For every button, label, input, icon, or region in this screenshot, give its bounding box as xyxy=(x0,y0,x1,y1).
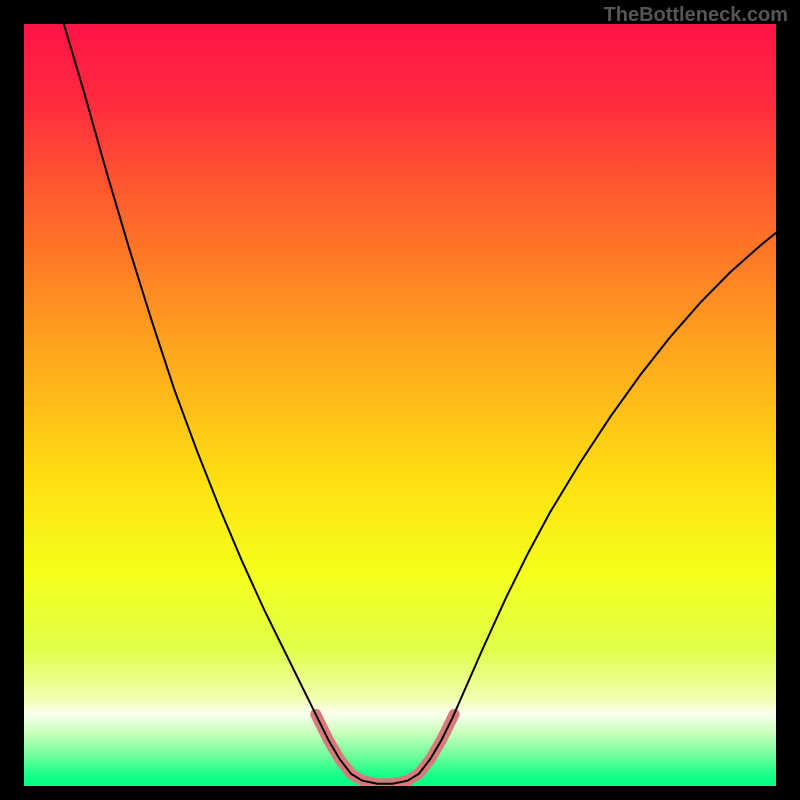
plot-background-gradient xyxy=(24,24,776,786)
watermark-text: TheBottleneck.com xyxy=(604,4,788,27)
plot-area xyxy=(24,24,776,786)
